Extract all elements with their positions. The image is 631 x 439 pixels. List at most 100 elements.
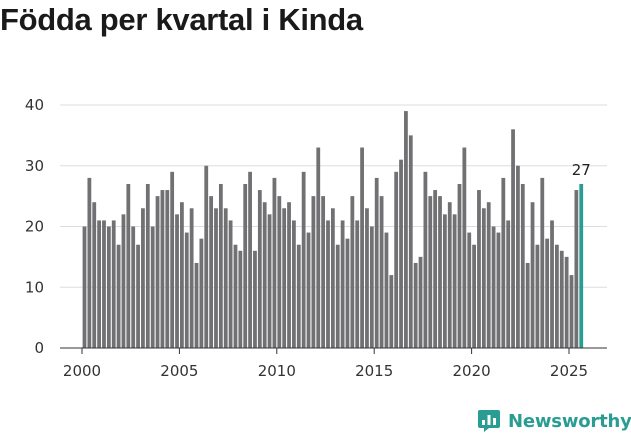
bar <box>248 171 252 348</box>
x-tick-label: 2025 <box>550 362 588 380</box>
bar <box>462 147 467 348</box>
bar <box>155 196 160 348</box>
bar <box>545 238 550 348</box>
bar <box>326 220 330 348</box>
bar <box>365 208 369 348</box>
bar <box>408 135 413 348</box>
y-axis-ticks: 0 10 20 30 40 <box>25 96 44 357</box>
x-tick-label: 2005 <box>160 362 198 380</box>
bar <box>535 244 540 348</box>
bar <box>165 190 170 348</box>
x-tick-label: 2010 <box>258 362 296 380</box>
bar <box>184 232 189 348</box>
bar <box>389 275 394 348</box>
bar <box>238 250 243 348</box>
highlight-data-label: 27 <box>572 161 591 179</box>
bar <box>540 177 545 348</box>
bar <box>433 190 438 348</box>
bar <box>262 202 267 348</box>
bar <box>204 165 209 348</box>
bar <box>335 244 340 348</box>
bar <box>345 238 350 348</box>
bar <box>228 220 233 348</box>
bar <box>574 190 579 348</box>
bar <box>477 190 481 348</box>
bar <box>399 159 403 348</box>
bar <box>145 183 150 348</box>
bar <box>506 220 511 348</box>
bar <box>296 244 301 348</box>
bar-chart-badge-icon <box>478 410 500 432</box>
bar <box>253 250 257 348</box>
bar <box>379 196 384 348</box>
bar <box>564 256 569 348</box>
y-tick-label: 20 <box>25 218 44 236</box>
bar <box>321 196 326 348</box>
bar <box>496 232 501 348</box>
bar <box>209 196 214 348</box>
bar <box>160 190 165 348</box>
bar <box>243 183 248 348</box>
bar <box>87 177 92 348</box>
newsworthy-logo: Newsworthy <box>477 409 631 433</box>
bar <box>102 220 106 348</box>
bar <box>442 214 447 348</box>
y-tick-label: 0 <box>34 339 44 357</box>
bar <box>520 183 525 348</box>
bar <box>360 147 364 348</box>
bar <box>116 244 121 348</box>
bar <box>569 275 574 348</box>
bar <box>423 171 428 348</box>
bar <box>355 220 360 348</box>
bar <box>447 202 452 348</box>
bar <box>394 171 399 348</box>
bar <box>223 208 228 348</box>
bars <box>82 111 584 348</box>
bar <box>525 262 530 348</box>
bar-highlighted <box>579 183 584 348</box>
bar <box>257 190 262 348</box>
x-tick-label: 2015 <box>355 362 393 380</box>
bar <box>92 202 97 348</box>
bar <box>282 208 287 348</box>
bar <box>457 183 462 348</box>
brand-name: Newsworthy <box>508 410 631 432</box>
bar <box>501 177 506 348</box>
bar <box>554 244 559 348</box>
bar <box>131 226 136 348</box>
bar <box>418 256 423 348</box>
bar <box>413 262 418 348</box>
bar <box>404 111 408 348</box>
bar <box>218 183 223 348</box>
bar <box>516 165 520 348</box>
bar <box>111 220 116 348</box>
y-tick-label: 40 <box>25 96 44 114</box>
bar <box>170 171 175 348</box>
bar <box>350 196 355 348</box>
bar <box>214 208 218 348</box>
bar <box>481 208 486 348</box>
bar <box>438 196 442 348</box>
bar <box>121 214 126 348</box>
bar <box>267 214 272 348</box>
bar <box>550 220 554 348</box>
bar <box>559 250 564 348</box>
y-tick-label: 10 <box>25 278 44 296</box>
bar <box>126 183 131 348</box>
bar <box>486 202 491 348</box>
bar <box>316 147 321 348</box>
bar <box>287 202 291 348</box>
bar <box>277 196 282 348</box>
bar <box>311 196 316 348</box>
bar <box>330 208 335 348</box>
bar <box>136 244 140 348</box>
bar <box>369 226 374 348</box>
x-axis-ticks: 2000 2005 2010 2015 2020 2025 <box>63 348 588 380</box>
chart-title: Födda per kvartal i Kinda <box>0 2 363 37</box>
bar <box>82 226 87 348</box>
bar <box>491 226 496 348</box>
x-tick-label: 2020 <box>453 362 491 380</box>
bar <box>180 202 184 348</box>
x-tick-label: 2000 <box>63 362 101 380</box>
